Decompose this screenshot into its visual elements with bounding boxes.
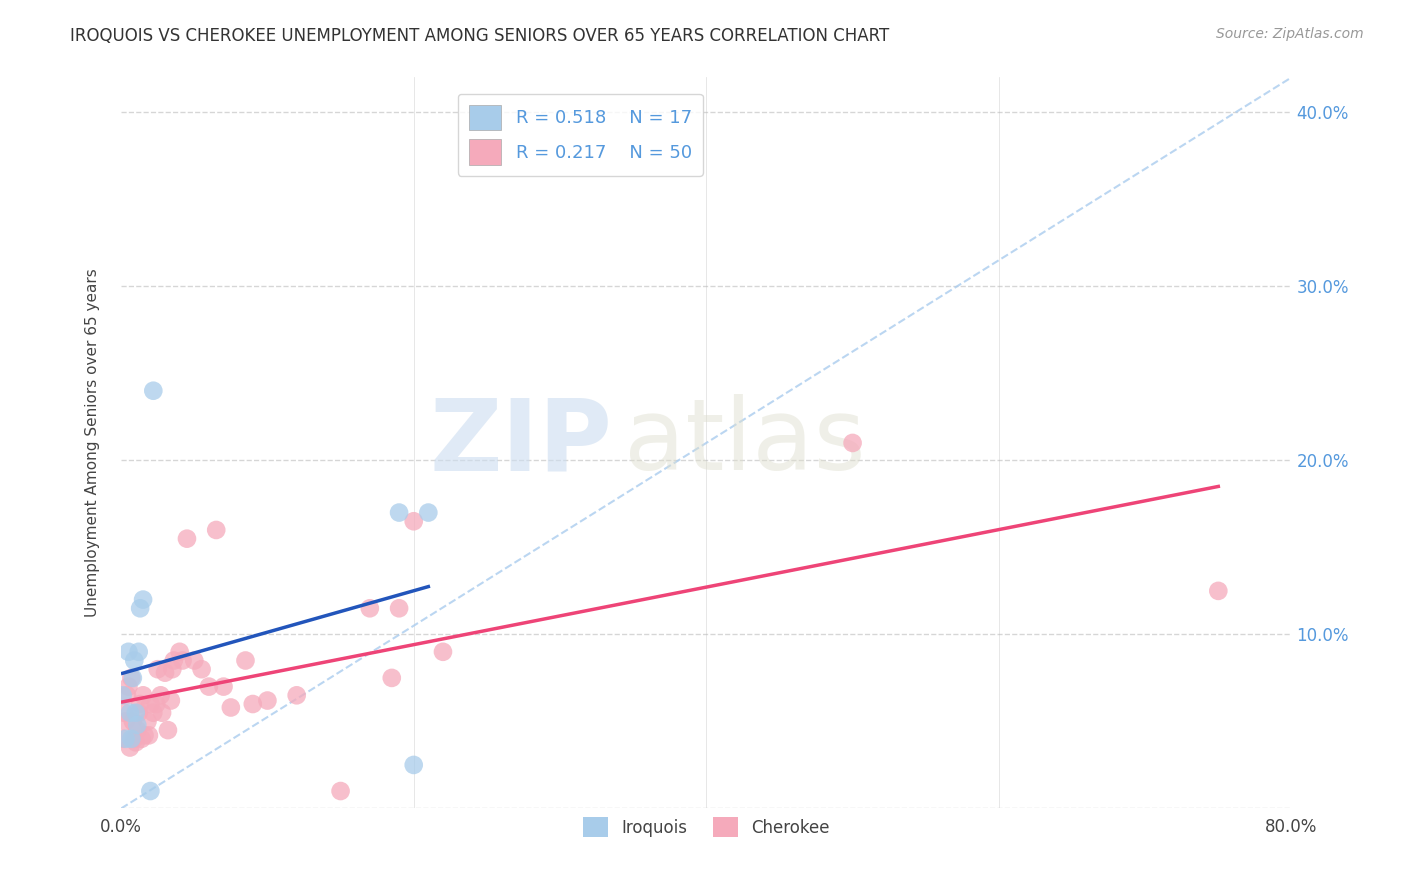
Point <box>131 731 153 746</box>
Point <box>176 532 198 546</box>
Point <box>153 665 176 680</box>
Text: atlas: atlas <box>624 394 866 491</box>
Point <box>172 653 194 667</box>
Point <box>132 592 155 607</box>
Point <box>146 662 169 676</box>
Point <box>118 706 141 720</box>
Point <box>169 645 191 659</box>
Point <box>111 731 134 746</box>
Point <box>125 706 148 720</box>
Text: Source: ZipAtlas.com: Source: ZipAtlas.com <box>1216 27 1364 41</box>
Point <box>139 697 162 711</box>
Point <box>242 697 264 711</box>
Point <box>149 688 172 702</box>
Point <box>129 601 152 615</box>
Point <box>163 653 186 667</box>
Text: ZIP: ZIP <box>430 394 613 491</box>
Point <box>120 731 142 746</box>
Point <box>285 688 308 702</box>
Point <box>117 645 139 659</box>
Point <box>329 784 352 798</box>
Point <box>388 506 411 520</box>
Point <box>156 723 179 738</box>
Point <box>111 688 134 702</box>
Point <box>129 697 152 711</box>
Point <box>142 706 165 720</box>
Point <box>132 688 155 702</box>
Point <box>418 506 440 520</box>
Point <box>198 680 221 694</box>
Point <box>128 645 150 659</box>
Point <box>160 693 183 707</box>
Point <box>121 671 143 685</box>
Point <box>128 706 150 720</box>
Point <box>205 523 228 537</box>
Point <box>145 697 167 711</box>
Point <box>432 645 454 659</box>
Point <box>114 714 136 729</box>
Point <box>256 693 278 707</box>
Point <box>118 740 141 755</box>
Point <box>114 731 136 746</box>
Point <box>183 653 205 667</box>
Point <box>124 653 146 667</box>
Text: IROQUOIS VS CHEROKEE UNEMPLOYMENT AMONG SENIORS OVER 65 YEARS CORRELATION CHART: IROQUOIS VS CHEROKEE UNEMPLOYMENT AMONG … <box>70 27 890 45</box>
Point <box>121 714 143 729</box>
Point <box>127 718 149 732</box>
Point <box>841 436 863 450</box>
Point <box>136 714 159 729</box>
Point <box>120 671 142 685</box>
Point <box>212 680 235 694</box>
Point <box>402 758 425 772</box>
Point <box>1208 583 1230 598</box>
Point <box>115 688 138 702</box>
Point <box>134 728 156 742</box>
Point <box>219 700 242 714</box>
Point <box>359 601 381 615</box>
Point <box>142 384 165 398</box>
Point <box>388 601 411 615</box>
Point <box>127 723 149 738</box>
Point <box>150 706 173 720</box>
Point <box>381 671 404 685</box>
Point <box>125 735 148 749</box>
Point <box>190 662 212 676</box>
Y-axis label: Unemployment Among Seniors over 65 years: Unemployment Among Seniors over 65 years <box>86 268 100 617</box>
Point <box>124 731 146 746</box>
Point <box>117 680 139 694</box>
Point <box>139 784 162 798</box>
Point <box>402 514 425 528</box>
Point <box>112 706 135 720</box>
Point <box>138 728 160 742</box>
Point <box>235 653 257 667</box>
Legend: Iroquois, Cherokee: Iroquois, Cherokee <box>576 810 837 844</box>
Point <box>162 662 184 676</box>
